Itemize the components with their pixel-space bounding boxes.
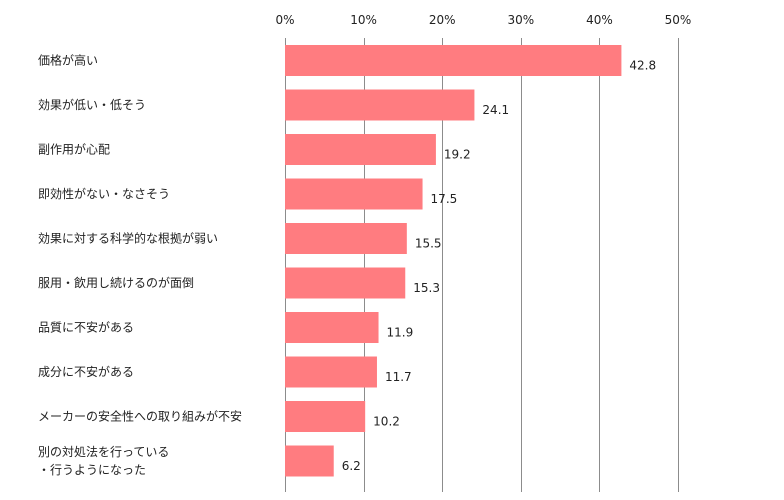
data-label: 17.5	[431, 192, 458, 206]
bar	[285, 356, 377, 388]
x-tick-label: 50%	[665, 13, 692, 27]
category-label: 成分に不安がある	[38, 364, 134, 379]
bar	[285, 89, 475, 121]
bars	[285, 45, 622, 477]
category-label: 副作用が心配	[38, 142, 110, 157]
category-label: 効果に対する科学的な根拠が弱い	[38, 231, 218, 246]
data-label: 11.7	[385, 370, 412, 384]
bar	[285, 178, 423, 210]
category-label: 効果が低い・低そう	[38, 97, 146, 112]
data-label: 11.9	[387, 326, 414, 340]
bar	[285, 267, 406, 299]
data-label: 42.8	[629, 59, 656, 73]
bar	[285, 134, 436, 165]
category-label: ・行うようになった	[38, 463, 146, 477]
bar	[285, 223, 407, 254]
bar	[285, 45, 622, 76]
category-label: 価格が高い	[38, 53, 98, 68]
x-axis-ticks: 0% 10% 20% 30% 40% 50%	[275, 13, 691, 27]
x-tick-label: 30%	[507, 13, 534, 27]
data-label: 15.5	[415, 237, 442, 251]
x-tick-label: 0%	[275, 13, 294, 27]
category-label: メーカーの安全性への取り組みが不安	[38, 409, 242, 424]
data-label: 24.1	[482, 103, 509, 117]
x-tick-label: 40%	[586, 13, 613, 27]
x-tick-label: 10%	[350, 13, 377, 27]
data-label: 15.3	[413, 281, 440, 295]
data-label: 6.2	[342, 459, 361, 473]
category-label: 服用・飲用し続けるのが面倒	[38, 275, 194, 290]
bar	[285, 401, 366, 432]
category-label: 別の対処法を行っている	[38, 445, 169, 459]
data-label: 19.2	[444, 148, 471, 162]
category-labels: 価格が高い効果が低い・低そう副作用が心配即効性がない・なさそう効果に対する科学的…	[38, 53, 242, 478]
bar	[285, 312, 379, 343]
category-label: 品質に不安がある	[38, 320, 134, 335]
data-label: 10.2	[373, 415, 400, 429]
category-label: 即効性がない・なさそう	[38, 186, 170, 201]
bar	[285, 445, 334, 477]
value-labels: 42.8 24.1 19.2 17.5 15.5 15.3 11.9 11.7 10.2 6.2	[342, 59, 656, 474]
x-tick-label: 20%	[429, 13, 456, 27]
